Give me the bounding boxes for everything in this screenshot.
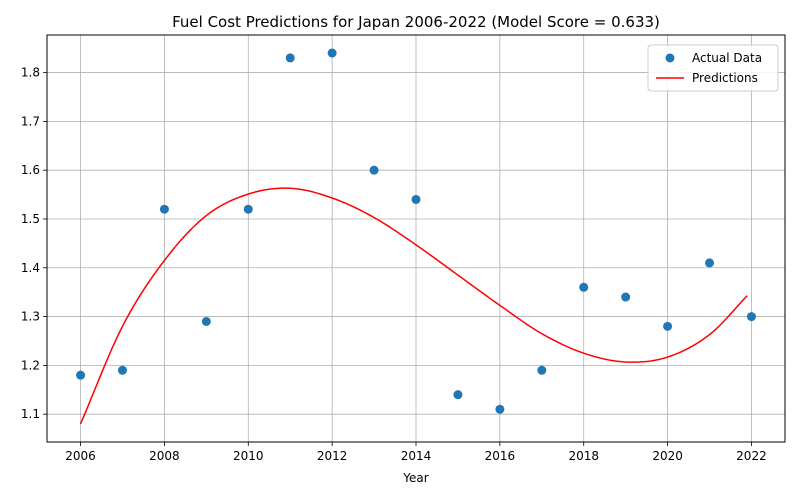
y-tick-label: 1.5 [21, 212, 40, 226]
x-tick-label: 2008 [149, 449, 180, 463]
x-tick-label: 2006 [65, 449, 96, 463]
data-point [705, 258, 715, 268]
data-point [411, 194, 421, 204]
y-tick-label: 1.8 [21, 66, 40, 80]
legend: Actual Data Predictions [647, 44, 779, 92]
x-tick-label: 2022 [736, 449, 767, 463]
data-point [369, 165, 379, 175]
data-point [663, 321, 673, 331]
data-point [159, 204, 169, 214]
data-point [117, 365, 127, 375]
axis-ticks: 2006 2008 2010 2012 2014 2016 2018 2020 2022 1.1 1… [21, 66, 767, 463]
data-point [201, 316, 211, 326]
y-tick-label: 1.7 [21, 114, 40, 128]
y-tick-label: 1.1 [21, 407, 40, 421]
y-tick-label: 1.2 [21, 358, 40, 372]
prediction-line-layer [79, 187, 748, 425]
x-tick-label: 2018 [568, 449, 599, 463]
legend-label: Actual Data [692, 51, 762, 65]
data-point [76, 370, 86, 380]
grid-lines [47, 35, 785, 442]
y-tick-label: 1.3 [21, 310, 40, 324]
x-tick-label: 2010 [233, 449, 264, 463]
data-point [243, 204, 253, 214]
legend-marker-swatch [665, 53, 675, 63]
legend-label: Predictions [692, 71, 758, 85]
prediction-line [79, 187, 748, 425]
data-point [285, 53, 295, 63]
legend-box [647, 44, 779, 92]
x-axis-label: Year [402, 471, 428, 485]
scatter-points-layer [76, 48, 756, 414]
data-point [746, 312, 756, 322]
y-tick-label: 1.4 [21, 261, 40, 275]
data-point [579, 282, 589, 292]
data-point [495, 404, 505, 414]
x-tick-label: 2014 [401, 449, 432, 463]
data-point [537, 365, 547, 375]
data-point [327, 48, 337, 58]
chart-title: Fuel Cost Predictions for Japan 2006-202… [172, 13, 660, 31]
data-point [453, 390, 463, 400]
data-point [621, 292, 631, 302]
y-tick-label: 1.6 [21, 163, 40, 177]
x-tick-label: 2020 [652, 449, 683, 463]
x-tick-label: 2016 [485, 449, 516, 463]
x-tick-label: 2012 [317, 449, 348, 463]
